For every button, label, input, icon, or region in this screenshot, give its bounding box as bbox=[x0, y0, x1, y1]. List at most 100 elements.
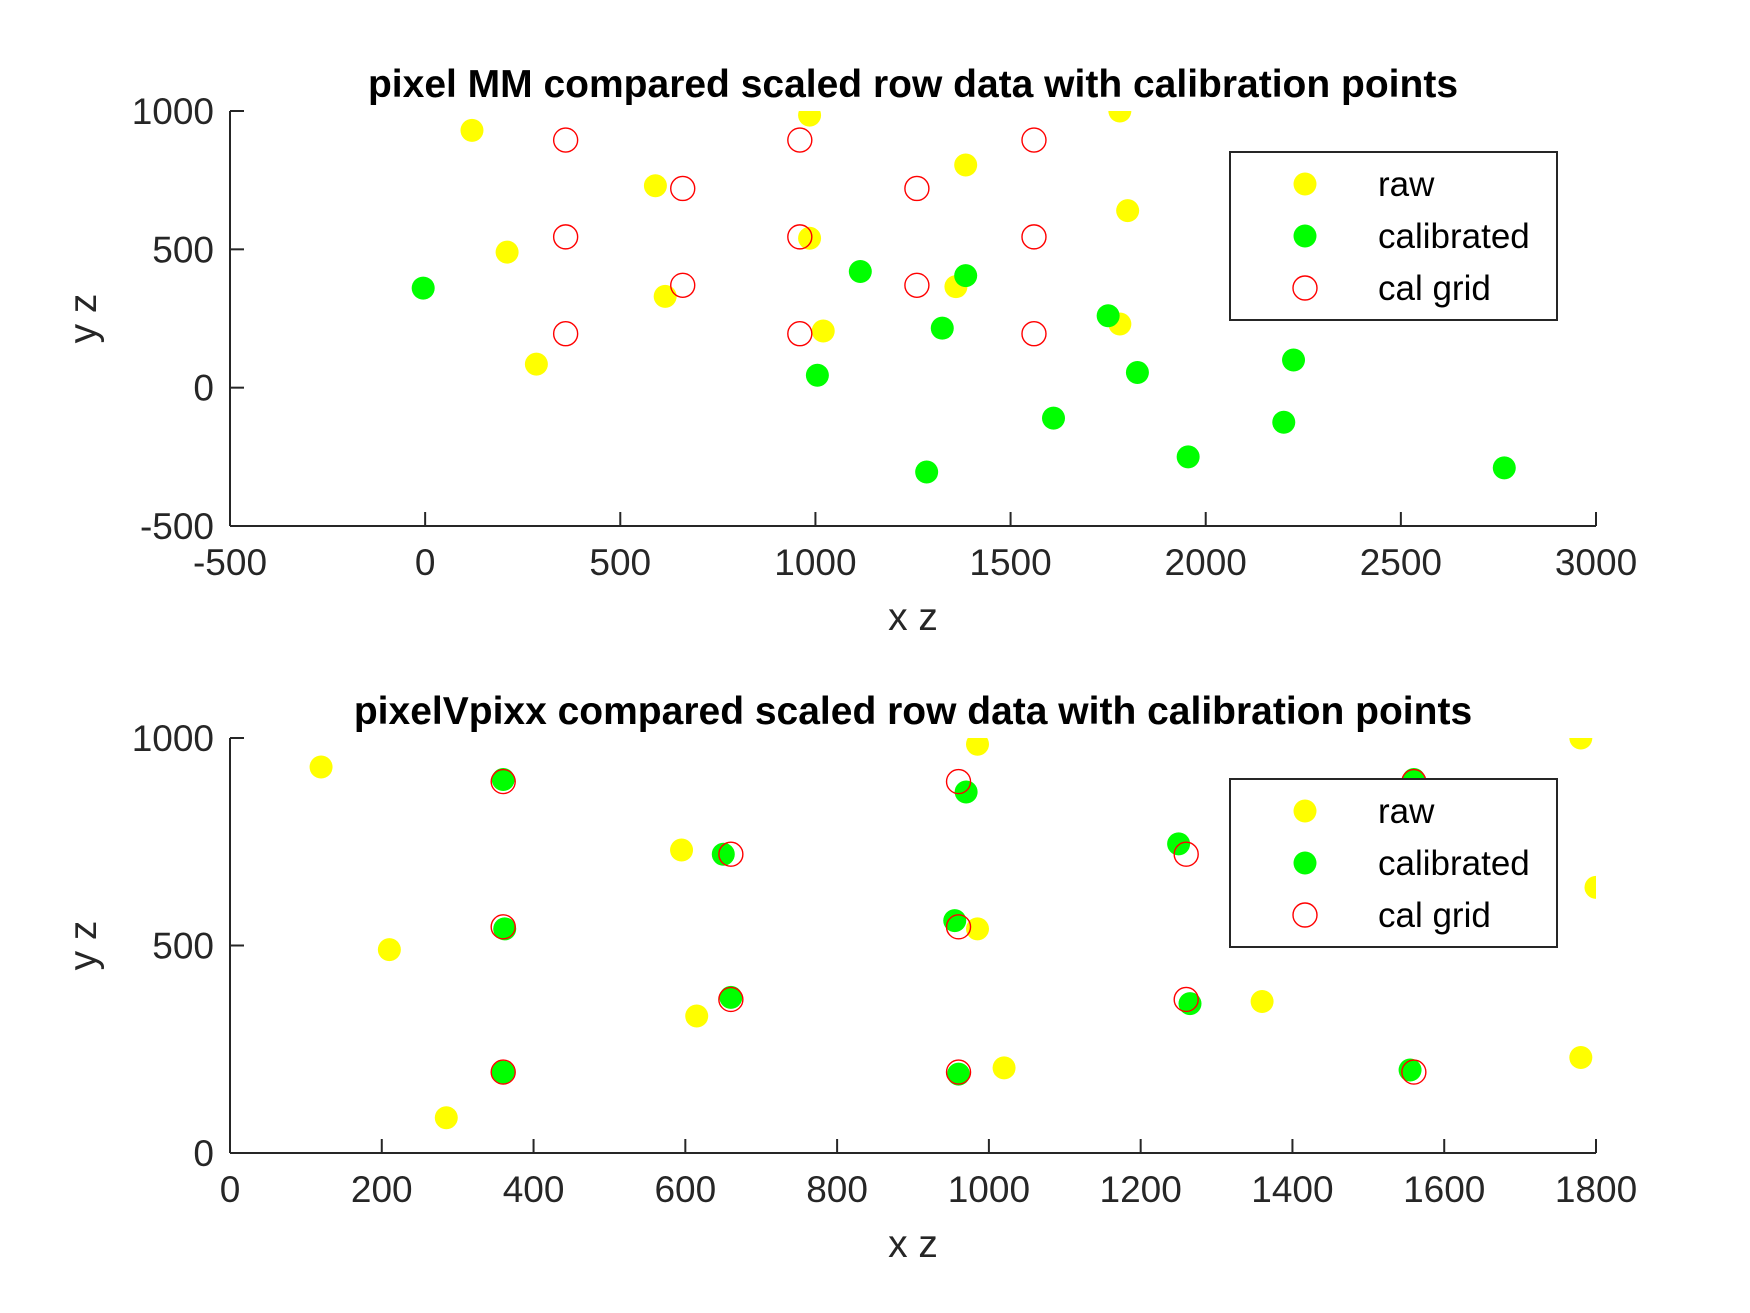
data-point bbox=[495, 240, 519, 264]
data-point bbox=[945, 1059, 972, 1085]
data-point bbox=[966, 917, 990, 941]
x-tick-label: 1200 bbox=[1100, 1169, 1182, 1210]
data-point bbox=[787, 224, 813, 250]
data-point bbox=[954, 264, 978, 288]
y-tick-label: 1000 bbox=[132, 718, 214, 759]
x-tick-label: 2000 bbox=[1165, 542, 1247, 583]
legend-box bbox=[1229, 778, 1558, 948]
data-point bbox=[1178, 992, 1202, 1016]
data-point bbox=[1096, 304, 1120, 328]
data-point bbox=[992, 1056, 1016, 1080]
data-point bbox=[711, 842, 735, 866]
x-tick-label: 1400 bbox=[1251, 1169, 1333, 1210]
data-point bbox=[552, 224, 579, 250]
data-point bbox=[490, 768, 516, 795]
data-point bbox=[798, 226, 822, 250]
data-point bbox=[377, 938, 401, 962]
data-point bbox=[309, 755, 333, 779]
data-point bbox=[643, 174, 667, 198]
chart-1: pixel MM compared scaled row data with c… bbox=[62, 63, 1637, 639]
x-tick-label: 0 bbox=[415, 542, 436, 583]
legend-marker bbox=[1293, 851, 1317, 875]
data-point bbox=[787, 321, 813, 347]
data-point bbox=[798, 111, 822, 127]
legend-label: cal grid bbox=[1378, 896, 1491, 935]
y-tick-label: 0 bbox=[193, 1133, 214, 1174]
x-tick-label: 400 bbox=[503, 1169, 565, 1210]
data-point bbox=[1021, 224, 1047, 250]
data-point bbox=[524, 352, 548, 376]
data-point bbox=[670, 272, 696, 298]
data-point bbox=[954, 153, 978, 177]
series-raw bbox=[460, 111, 1140, 376]
data-point bbox=[1021, 127, 1047, 153]
data-point bbox=[670, 175, 696, 202]
data-point bbox=[1042, 406, 1066, 430]
y-tick-label: 500 bbox=[152, 229, 214, 270]
series-calibrated bbox=[411, 259, 1516, 484]
data-point bbox=[1250, 990, 1274, 1014]
data-point bbox=[904, 272, 930, 298]
x-tick-label: 3000 bbox=[1555, 542, 1637, 583]
data-point bbox=[848, 259, 872, 283]
x-tick-label: 0 bbox=[220, 1169, 241, 1210]
data-point bbox=[805, 363, 829, 387]
data-point bbox=[1282, 348, 1306, 372]
data-point bbox=[460, 118, 484, 142]
y-axis-label: y z bbox=[62, 921, 105, 971]
data-point bbox=[1584, 875, 1596, 899]
x-tick-label: 1500 bbox=[969, 542, 1051, 583]
legend: raw calibrated cal grid bbox=[1229, 151, 1558, 321]
data-point bbox=[1173, 986, 1199, 1013]
y-tick-label: 0 bbox=[193, 368, 214, 409]
x-axis-label: x z bbox=[888, 1223, 938, 1266]
x-tick-label: 800 bbox=[806, 1169, 868, 1210]
data-point bbox=[1021, 321, 1047, 347]
data-point bbox=[954, 780, 978, 804]
data-point bbox=[930, 316, 954, 340]
plot-area bbox=[309, 738, 1596, 1130]
data-point bbox=[1125, 360, 1149, 384]
data-point bbox=[490, 914, 516, 940]
legend-label: raw bbox=[1378, 792, 1435, 831]
data-point bbox=[491, 1060, 515, 1084]
chart-title: pixel MM compared scaled row data with c… bbox=[368, 63, 1458, 106]
plot-area bbox=[411, 111, 1516, 484]
data-point bbox=[1173, 841, 1199, 867]
y-axis-label: y z bbox=[62, 294, 105, 344]
x-tick-label: 600 bbox=[654, 1169, 716, 1210]
legend-label: calibrated bbox=[1378, 844, 1530, 883]
data-point bbox=[653, 284, 677, 308]
data-point bbox=[719, 985, 743, 1009]
data-point bbox=[1272, 410, 1296, 434]
x-tick-label: 1800 bbox=[1555, 1169, 1637, 1210]
x-axis-label: x z bbox=[888, 596, 938, 639]
x-tick-label: 200 bbox=[351, 1169, 413, 1210]
data-point bbox=[904, 175, 930, 202]
data-point bbox=[670, 838, 694, 862]
legend-label: raw bbox=[1378, 165, 1435, 204]
data-point bbox=[685, 1004, 709, 1028]
data-point bbox=[552, 127, 579, 153]
x-tick-label: -500 bbox=[193, 542, 267, 583]
data-point bbox=[947, 1062, 971, 1086]
data-point bbox=[1108, 111, 1132, 123]
data-point bbox=[434, 1106, 458, 1130]
data-point bbox=[1492, 456, 1516, 480]
legend-marker bbox=[1293, 799, 1317, 823]
legend-marker bbox=[1292, 275, 1318, 301]
data-point bbox=[1569, 738, 1593, 750]
data-point bbox=[966, 738, 990, 756]
data-point bbox=[1176, 445, 1200, 469]
data-point bbox=[718, 841, 744, 867]
legend-marker bbox=[1293, 172, 1317, 196]
x-tick-label: 1000 bbox=[774, 542, 856, 583]
x-tick-label: 2500 bbox=[1360, 542, 1442, 583]
data-point bbox=[945, 768, 972, 795]
x-tick-label: 1600 bbox=[1403, 1169, 1485, 1210]
x-tick-label: 500 bbox=[589, 542, 651, 583]
data-point bbox=[718, 986, 744, 1013]
data-point bbox=[1167, 832, 1191, 856]
y-tick-label: 500 bbox=[152, 926, 214, 967]
